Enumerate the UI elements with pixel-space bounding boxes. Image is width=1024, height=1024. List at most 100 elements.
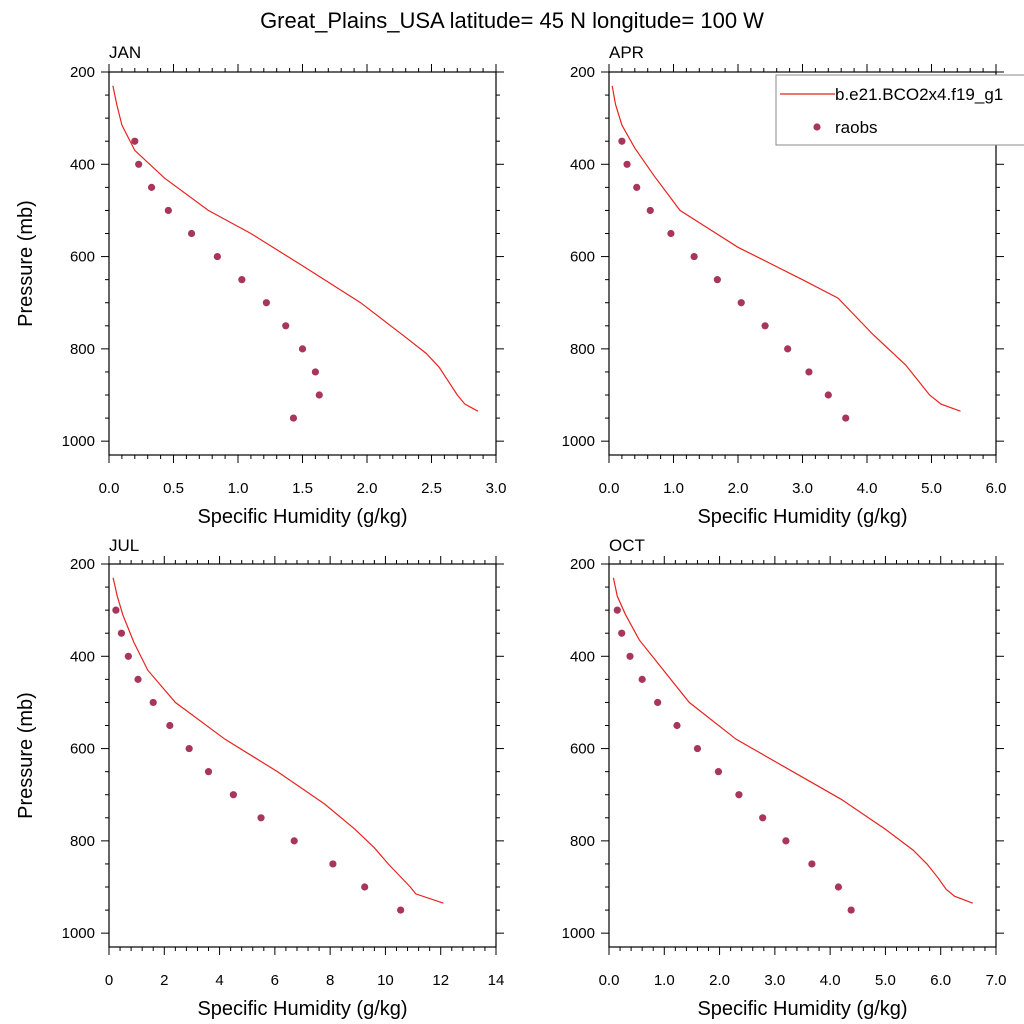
- panel-label-jan: JAN: [109, 43, 141, 62]
- y-tick-label: 600: [570, 249, 595, 266]
- raobs-point: [690, 252, 698, 261]
- x-tick-label: 7.0: [986, 972, 1007, 989]
- y-tick-label: 200: [570, 556, 595, 573]
- y-axis-label: Pressure (mb): [15, 200, 37, 327]
- x-tick-label: 10: [377, 972, 394, 989]
- x-tick-label: 2.0: [728, 480, 749, 497]
- plot-frame: [108, 563, 497, 948]
- x-tick-label: 6.0: [986, 480, 1007, 497]
- x-axis-label: Specific Humidity (g/kg): [697, 506, 907, 528]
- plot-frame: [108, 71, 497, 456]
- x-tick-label: 2.0: [357, 480, 378, 497]
- raobs-point: [626, 652, 634, 660]
- x-tick-label: 1.0: [654, 972, 675, 989]
- x-tick-label: 0.0: [99, 480, 120, 497]
- raobs-point: [185, 744, 193, 753]
- panel-jul: JUL 0 2 4 6 8 10 12 14 200 400 600 800 1000 Specific …: [15, 536, 504, 1020]
- raobs-point: [654, 698, 662, 707]
- y-tick-label: 400: [70, 648, 95, 665]
- raobs-point: [229, 791, 237, 799]
- raobs-point: [135, 160, 143, 168]
- raobs-point: [361, 883, 369, 891]
- panel-label-oct: OCT: [609, 536, 645, 555]
- raobs-point: [638, 675, 646, 683]
- raobs-point: [187, 229, 196, 238]
- raobs-point: [238, 276, 246, 284]
- x-tick-label: 5.0: [921, 480, 942, 497]
- raobs-point: [618, 629, 626, 637]
- model-profile-line: [112, 577, 444, 904]
- raobs-point: [673, 721, 681, 730]
- model-profile-line: [611, 85, 961, 412]
- raobs-point: [164, 206, 172, 215]
- y-tick-label: 600: [570, 741, 595, 758]
- raobs-point: [149, 698, 157, 707]
- x-tick-label: 0.5: [163, 480, 184, 497]
- x-tick-label: 12: [432, 972, 449, 989]
- raobs-point: [737, 299, 745, 307]
- y-tick-label: 400: [570, 648, 595, 665]
- raobs-point: [117, 629, 126, 637]
- raobs-point: [147, 183, 156, 191]
- legend-entry-raobs: raobs: [835, 118, 878, 137]
- raobs-point: [842, 414, 850, 422]
- raobs-point: [329, 860, 337, 868]
- raobs-point: [124, 652, 132, 660]
- y-tick-label: 600: [70, 741, 95, 758]
- x-tick-label: 5.0: [875, 972, 896, 989]
- x-tick-label: 3.0: [764, 972, 785, 989]
- y-tick-label: 1000: [562, 433, 595, 450]
- raobs-point: [633, 183, 641, 191]
- x-tick-label: 4: [215, 972, 223, 989]
- panel-jan-marks: 0.0 0.5 1.0 1.5 2.0 2.5 3.0 200 400 600 800 1000 Spe…: [15, 64, 506, 528]
- x-tick-label: 0.0: [599, 480, 620, 497]
- raobs-point: [311, 368, 319, 376]
- x-tick-label: 14: [488, 972, 505, 989]
- y-tick-label: 400: [570, 156, 595, 173]
- y-tick-label: 600: [70, 249, 95, 266]
- y-tick-label: 200: [570, 64, 595, 81]
- x-tick-label: 3.0: [486, 480, 507, 497]
- panel-label-jul: JUL: [109, 536, 139, 555]
- raobs-point: [290, 837, 298, 845]
- raobs-point: [693, 744, 702, 753]
- x-axis-label: Specific Humidity (g/kg): [697, 998, 907, 1020]
- raobs-point: [204, 768, 213, 776]
- raobs-point: [613, 606, 621, 614]
- raobs-point: [784, 345, 792, 353]
- y-tick-label: 400: [70, 156, 95, 173]
- raobs-point: [298, 345, 307, 353]
- raobs-point: [824, 391, 832, 399]
- x-tick-label: 0: [105, 972, 113, 989]
- x-tick-label: 8: [326, 972, 334, 989]
- raobs-point: [805, 368, 813, 376]
- legend-marker-swatch: [813, 123, 821, 131]
- raobs-point: [713, 276, 721, 284]
- x-tick-label: 3.0: [792, 480, 813, 497]
- raobs-point: [761, 322, 769, 330]
- model-profile-line: [112, 85, 479, 412]
- x-tick-label: 1.0: [228, 480, 249, 497]
- y-tick-label: 200: [70, 64, 95, 81]
- legend-entry-model: b.e21.BCO2x4.f19_g1: [835, 85, 1003, 104]
- y-tick-label: 800: [70, 341, 95, 358]
- x-tick-label: 4.0: [857, 480, 878, 497]
- raobs-point: [397, 906, 405, 914]
- raobs-point: [131, 137, 139, 145]
- raobs-point: [834, 883, 843, 891]
- x-tick-label: 2: [160, 972, 168, 989]
- raobs-point: [262, 299, 270, 307]
- x-tick-label: 4.0: [820, 972, 841, 989]
- legend-box: [775, 74, 1024, 146]
- x-tick-label: 1.0: [663, 480, 684, 497]
- x-tick-label: 2.0: [709, 972, 730, 989]
- panel-oct: OCT 0.0 1.0 2.0 3.0 4.0 5.0 6.0 7.0 200 400 600 800…: [562, 536, 1007, 1020]
- y-tick-label: 1000: [62, 925, 95, 942]
- x-tick-label: 1.5: [292, 480, 313, 497]
- raobs-point: [759, 814, 767, 822]
- raobs-point: [257, 814, 265, 822]
- raobs-point: [315, 391, 323, 399]
- raobs-point: [623, 160, 631, 168]
- raobs-point: [282, 322, 290, 330]
